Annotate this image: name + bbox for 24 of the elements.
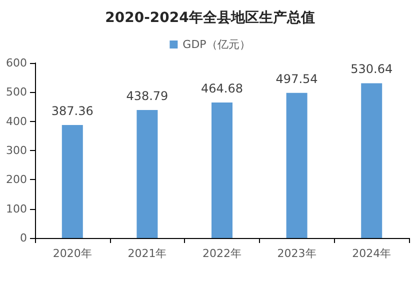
- legend-label: GDP（亿元）: [182, 38, 250, 51]
- data-label: 497.54: [276, 72, 318, 86]
- bar: [286, 92, 308, 238]
- bar: [136, 110, 158, 238]
- y-tick-label: 400: [6, 114, 27, 128]
- data-label: 438.79: [126, 89, 168, 104]
- y-tick-label: 100: [6, 202, 27, 216]
- y-tick-label: 500: [6, 86, 27, 99]
- bar: [212, 102, 232, 238]
- y-tick-label: 300: [6, 144, 27, 157]
- data-label: 464.68: [201, 81, 243, 96]
- y-tick-label: 0: [20, 232, 27, 244]
- y-tick-label: 600: [6, 56, 27, 70]
- x-tick-label: 2022年: [202, 247, 242, 260]
- x-tick-label: 2021年: [128, 247, 167, 260]
- x-tick-label: 2020年: [52, 247, 92, 260]
- bar: [361, 83, 382, 238]
- data-label: 530.64: [350, 62, 393, 76]
- bar: [62, 125, 83, 238]
- chart-title: 2020-2024年全县地区生产总值: [105, 9, 315, 26]
- x-tick-label: 2024年: [352, 247, 392, 260]
- data-label: 387.36: [51, 104, 94, 118]
- x-tick-label: 2023年: [277, 247, 316, 260]
- y-tick-label: 200: [6, 173, 27, 186]
